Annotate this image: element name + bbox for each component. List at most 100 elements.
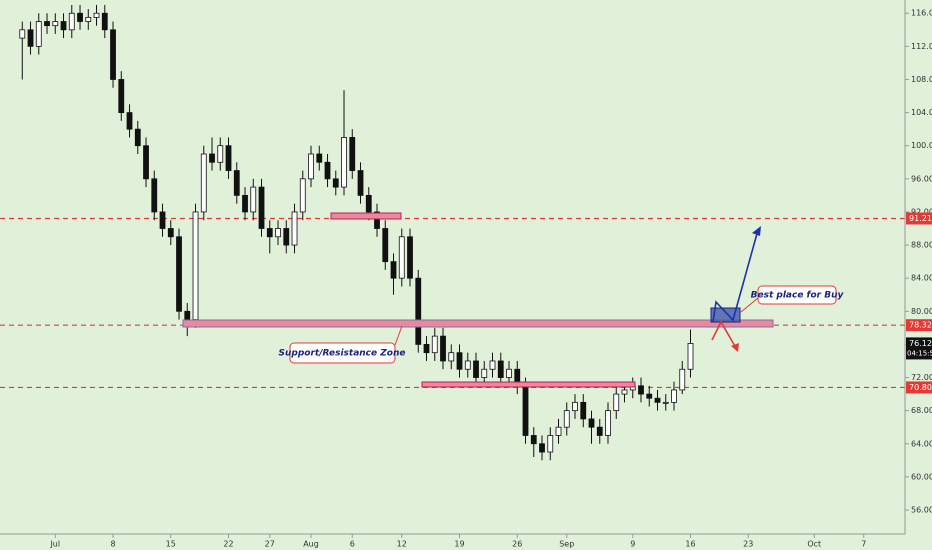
y-tick-label: 108.00	[911, 75, 932, 84]
candle-body	[93, 12, 100, 18]
candle-body	[679, 368, 686, 391]
axis-labels: 56.0060.0064.0068.0072.0076.0080.0084.00…	[49, 9, 932, 549]
blue-arrowhead	[752, 226, 761, 236]
candle-body	[440, 335, 446, 362]
candle-body	[176, 236, 182, 312]
candle-body	[555, 426, 562, 436]
y-tick-label: 96.00	[911, 174, 932, 183]
candle-body	[646, 393, 653, 399]
price-tag	[906, 381, 932, 394]
x-tick-label: 12	[397, 540, 407, 549]
candle-body	[19, 29, 26, 39]
candle-body	[250, 186, 257, 213]
candle-body	[662, 401, 669, 404]
candle-body	[60, 21, 67, 31]
candle-body	[77, 12, 83, 22]
candle-body	[184, 310, 191, 320]
blue-arrow	[712, 229, 759, 323]
x-tick-label: Oct	[807, 540, 821, 549]
candle-body	[291, 211, 298, 246]
candle-body	[35, 21, 42, 47]
candle-body	[283, 228, 290, 246]
candle-body	[654, 397, 661, 403]
candle-body	[308, 153, 314, 180]
candle-body	[580, 401, 587, 420]
candle-body	[497, 360, 504, 378]
leader-line	[740, 297, 759, 313]
x-tick-label: 8	[110, 540, 115, 549]
last-price-label: 76.12	[909, 339, 932, 348]
candle-body	[233, 170, 240, 196]
candle-body	[407, 236, 413, 279]
support-zone	[421, 381, 636, 388]
y-tick-label: 112.00	[911, 42, 932, 51]
candle-body	[613, 393, 620, 412]
candle-body	[506, 368, 512, 378]
price-tag-label: 70.80	[909, 383, 932, 392]
candle-body	[167, 228, 174, 238]
x-tick-label: Sep	[559, 540, 574, 549]
resistance-zone	[330, 212, 402, 220]
y-tick-label: 72.00	[911, 373, 932, 382]
candle-body	[159, 211, 166, 229]
candle-body	[448, 352, 455, 362]
candle-body	[588, 418, 595, 428]
candle-body	[687, 343, 694, 370]
note: Best place for Buy	[751, 291, 845, 301]
candle-body	[209, 153, 215, 163]
candle-body	[143, 145, 149, 180]
x-tick-label: Jul	[49, 540, 60, 549]
x-tick-label: 6	[350, 540, 355, 549]
candle-body	[415, 277, 422, 345]
note-box	[757, 285, 837, 305]
candle-body	[110, 29, 116, 80]
candle-body	[481, 368, 488, 378]
candle-body	[374, 211, 380, 229]
x-tick-label: 23	[743, 540, 753, 549]
candle-body	[522, 385, 529, 436]
red-arrowhead	[731, 343, 739, 352]
y-tick-label: 68.00	[911, 406, 932, 415]
price-tag-label: 78.32	[909, 321, 932, 330]
candle-body	[217, 145, 224, 163]
x-tick-label: 7	[861, 540, 866, 549]
y-tick-label: 80.00	[911, 307, 932, 316]
candles	[19, 4, 694, 461]
x-tick-label: 27	[265, 540, 275, 549]
candle-body	[547, 435, 554, 453]
price-tag-label: 91.21	[909, 214, 932, 223]
countdown: 04:15:52	[907, 349, 932, 357]
candle-body	[365, 194, 372, 213]
candle-body	[101, 12, 108, 31]
x-tick-label: 15	[166, 540, 176, 549]
price-tag	[906, 212, 932, 225]
candle-body	[431, 335, 438, 354]
x-tick-label: Aug	[303, 540, 319, 549]
leader-line	[394, 325, 403, 346]
candle-body	[489, 360, 496, 370]
y-tick-label: 56.00	[911, 505, 932, 514]
candle-body	[266, 228, 273, 238]
note-box	[289, 342, 396, 364]
candle-body	[456, 352, 463, 370]
red-arrow	[711, 320, 737, 349]
candle-body	[85, 16, 92, 22]
candle-body	[596, 426, 603, 436]
candle-body	[671, 389, 677, 403]
candle-body	[258, 186, 265, 229]
x-tick-label: 19	[454, 540, 464, 549]
candle-body	[192, 211, 199, 320]
x-tick-label: 22	[223, 540, 233, 549]
y-tick-label: 64.00	[911, 439, 932, 448]
y-tick-label: 88.00	[911, 241, 932, 250]
support-resistance-zone	[182, 319, 774, 328]
candle-body	[332, 178, 339, 188]
y-tick-label: 116.00	[911, 9, 932, 18]
x-tick-label: 9	[630, 540, 635, 549]
candle-body	[539, 443, 545, 453]
candle-body	[398, 236, 405, 279]
x-tick-label: 26	[512, 540, 522, 549]
